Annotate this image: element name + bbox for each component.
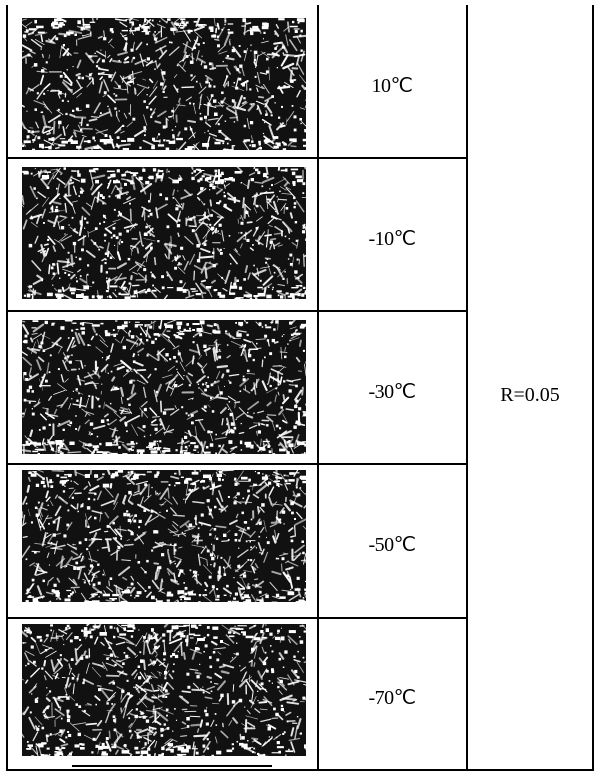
table-divider-image xyxy=(317,5,319,771)
table-border-bottom xyxy=(6,769,594,771)
row-divider-4 xyxy=(6,617,468,619)
temperature-label-5: -70℃ xyxy=(368,686,416,709)
row-divider-1 xyxy=(6,157,468,159)
ratio-label: R=0.05 xyxy=(500,383,560,406)
micrograph-image-5 xyxy=(22,624,306,756)
scale-bar xyxy=(72,765,272,767)
micrograph-image-4 xyxy=(22,470,306,602)
micrograph-texture-2 xyxy=(22,167,306,299)
temperature-label-3: -30℃ xyxy=(368,380,416,403)
temperature-label-4: -50℃ xyxy=(368,533,416,556)
row-divider-2 xyxy=(6,310,468,312)
micrograph-texture-1 xyxy=(22,18,306,150)
micrograph-image-1 xyxy=(22,18,306,150)
table-border-right xyxy=(592,5,594,771)
table-divider-temp xyxy=(466,5,468,771)
temperature-label-1: 10℃ xyxy=(371,74,413,97)
micrograph-texture-4 xyxy=(22,470,306,602)
micrograph-table xyxy=(6,5,594,771)
micrograph-image-2 xyxy=(22,167,306,299)
micrograph-texture-5 xyxy=(22,624,306,756)
table-border-left xyxy=(6,5,8,771)
micrograph-image-3 xyxy=(22,320,306,454)
row-divider-3 xyxy=(6,463,468,465)
micrograph-texture-3 xyxy=(22,320,306,454)
temperature-label-2: -10℃ xyxy=(368,227,416,250)
